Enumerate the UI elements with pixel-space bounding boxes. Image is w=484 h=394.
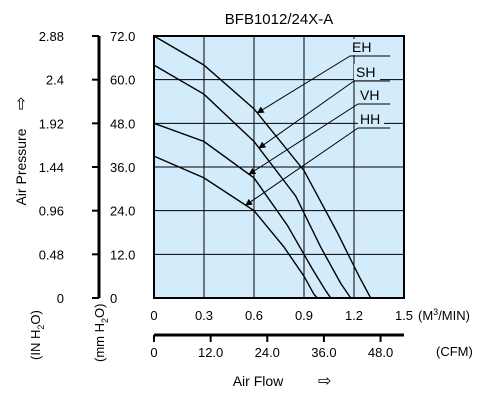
curve-eh xyxy=(153,35,372,299)
curve-vh xyxy=(153,122,332,299)
x-primary-tick-label: 1.5 xyxy=(395,308,413,323)
x-secondary-tick-label: 48.0 xyxy=(368,345,393,360)
y-secondary-tick-label: 0.96 xyxy=(39,204,64,219)
x-primary-tick-label: 0.6 xyxy=(245,308,263,323)
plot-frame xyxy=(153,35,405,299)
y-secondary-tick-label: 0 xyxy=(57,291,64,306)
x-secondary-tick-label: 0 xyxy=(150,345,157,360)
x-secondary-tick-label: 36.0 xyxy=(311,345,336,360)
series-label-bg xyxy=(354,64,380,80)
x-ticks: 0 0.3 0.6 0.9 1.2 1.5 0 12.0 24.0 36.0 48.0 xyxy=(150,308,413,360)
y-secondary-tick-label: 0.48 xyxy=(39,247,64,262)
series-label-bg xyxy=(358,87,384,103)
y-secondary-tick-label: 1.44 xyxy=(39,160,64,175)
label-leaders xyxy=(245,55,390,298)
y-secondary-tick-label: 2.4 xyxy=(46,73,64,88)
leader-arrow xyxy=(256,55,351,114)
leader-arrow xyxy=(258,80,355,149)
x-axis-arrow: ⇨ xyxy=(318,373,331,390)
x-primary-tick-label: 0 xyxy=(150,308,157,323)
leader-arrow xyxy=(248,103,359,175)
series-label-bg xyxy=(350,39,376,55)
y-primary-tick-label: 60.0 xyxy=(110,73,135,88)
curve-hh xyxy=(153,155,318,299)
y-secondary-tick-label: 2.88 xyxy=(39,29,64,44)
x-primary-unit: (M3/MIN) xyxy=(418,307,470,323)
series-label-hh: HH xyxy=(360,111,380,127)
series-label-bg xyxy=(358,111,384,127)
y-axis-arrow: ⇨ xyxy=(13,97,30,110)
x-axis-label: Air Flow xyxy=(233,373,284,389)
x-secondary-tick-label: 24.0 xyxy=(255,345,280,360)
curve-sh xyxy=(153,64,352,299)
y-primary-tick-label: 36.0 xyxy=(110,160,135,175)
x-secondary-unit: (CFM) xyxy=(436,344,473,359)
y-primary-tick-label: 24.0 xyxy=(110,204,135,219)
y-axis-label: Air Pressure xyxy=(13,128,29,205)
x-primary-tick-label: 0.9 xyxy=(295,308,313,323)
chart-title: BFB1012/24X-A xyxy=(225,11,333,28)
series-label-eh: EH xyxy=(352,39,371,55)
x-primary-tick-label: 1.2 xyxy=(345,308,363,323)
y-primary-tick-label: 72.0 xyxy=(110,29,135,44)
y-secondary-unit: (IN H2O) xyxy=(28,310,46,360)
series-labels: EH SH VH HH xyxy=(350,39,384,127)
y-primary-tick-label: 48.0 xyxy=(110,116,135,131)
leader-arrow xyxy=(245,127,359,206)
y-ticks: 0 0 12.0 0.48 24.0 0.96 36.0 1.44 48.0 1.92 60.0 2.… xyxy=(39,29,136,306)
x-primary-tick-label: 0.3 xyxy=(195,308,213,323)
curves xyxy=(153,35,372,299)
series-label-sh: SH xyxy=(356,64,375,80)
y-primary-tick-label: 12.0 xyxy=(110,247,135,262)
x-secondary-tick-label: 12.0 xyxy=(198,345,223,360)
series-label-vh: VH xyxy=(360,87,379,103)
y-primary-tick-label: 0 xyxy=(110,291,117,306)
y-primary-unit: (mm H2O) xyxy=(92,304,110,362)
y-secondary-tick-label: 1.92 xyxy=(39,116,64,131)
